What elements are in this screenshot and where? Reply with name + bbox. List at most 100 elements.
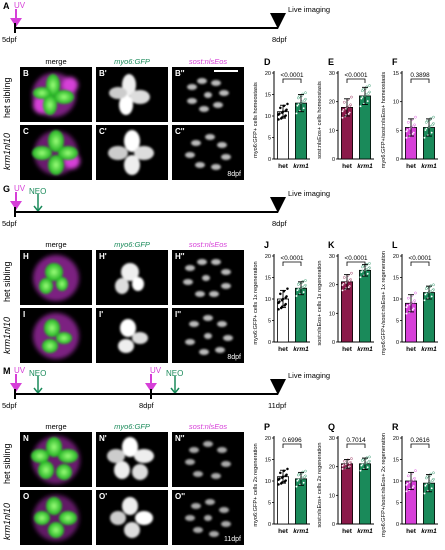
timeline-tick xyxy=(14,23,16,33)
chart-tick-label: 5 xyxy=(268,501,271,507)
chart-point xyxy=(277,113,280,116)
chart-point xyxy=(367,92,370,95)
chart-bar xyxy=(359,269,371,343)
col-header-merge: merge xyxy=(45,422,67,431)
start-day-label: 5dpf xyxy=(2,35,17,44)
micro-eos: N'' xyxy=(172,432,244,487)
chart-category-label: het xyxy=(278,346,289,353)
panel-label: N xyxy=(23,434,29,443)
chart-panel-label: Q xyxy=(328,422,335,432)
chart-category-label: krm1 xyxy=(293,163,309,170)
chart-point xyxy=(296,479,299,483)
chart-significance-bracket xyxy=(282,261,302,266)
chart-significance-bracket xyxy=(346,261,366,266)
chart-ylabel: myo6:GFP+/sost:nlsEos+ 2x regeneration xyxy=(381,433,387,537)
micro-merge: H xyxy=(20,250,92,305)
chart-tick-label: 0 xyxy=(396,340,399,346)
live-imaging-arrow-icon xyxy=(270,197,286,213)
chart-tick-label: 20 xyxy=(329,465,335,471)
uv-arrow-icon xyxy=(10,9,22,27)
chart-point xyxy=(360,270,363,274)
chart-point xyxy=(359,104,362,108)
timeline-tick xyxy=(150,389,152,399)
col-header-gfp: myo6:GFP xyxy=(114,240,150,249)
chart-category-label: krm1 xyxy=(421,346,437,353)
chart-point xyxy=(368,84,371,87)
chart-point xyxy=(407,474,410,478)
chart-pvalue: 0.7014 xyxy=(346,437,366,444)
chart-point xyxy=(412,124,415,128)
chart-tick-label: 0 xyxy=(396,522,399,528)
live-imaging-arrow-icon xyxy=(270,379,286,395)
micro-eos: O'' 11dpf xyxy=(172,490,244,545)
panel-label: I xyxy=(23,310,26,319)
neo-label: NEO xyxy=(29,187,47,196)
micro-merge: O xyxy=(20,490,92,545)
panel-label: N' xyxy=(99,434,107,443)
chart-category-label: het xyxy=(342,528,353,535)
chart-ylabel: sost:nlsEos+ cells 1x regeneration xyxy=(317,260,323,345)
micro-merge: C xyxy=(20,125,92,180)
chart-point xyxy=(283,304,287,307)
chart-category-label: het xyxy=(406,346,417,353)
chart-point xyxy=(284,474,287,478)
panel-label-m: M xyxy=(3,366,11,376)
chart-point xyxy=(423,298,426,302)
chart-point xyxy=(347,285,351,289)
timeline-tick xyxy=(14,389,16,399)
chart-point xyxy=(425,476,428,480)
row-label-het: het sibling xyxy=(2,77,12,118)
chart-point xyxy=(366,465,369,469)
micro-eos: C'' 8dpf xyxy=(172,125,244,180)
chart-point xyxy=(295,485,298,488)
chart-tick-label: 15 xyxy=(393,71,399,77)
chart-tick-label: 0 xyxy=(268,340,271,346)
chart-tick-label: 0 xyxy=(332,522,335,528)
chart-tick-label: 15 xyxy=(265,276,271,282)
chart-tick-label: 0 xyxy=(332,340,335,346)
chart-point xyxy=(348,461,351,465)
chart-category-label: krm1 xyxy=(357,528,373,535)
chart-pvalue: 0.6996 xyxy=(282,437,302,444)
chart-point xyxy=(297,473,300,477)
col-header-eos: sost:nlsEos xyxy=(188,240,228,249)
panel-label: C' xyxy=(99,127,107,136)
chart-tick-label: 20 xyxy=(265,254,271,260)
chart-point xyxy=(279,292,282,296)
micro-merge: N xyxy=(20,432,92,487)
chart-tick-label: 5 xyxy=(396,128,399,134)
chart-point xyxy=(348,279,351,283)
chart-point xyxy=(368,455,371,459)
row-label-het: het sibling xyxy=(2,261,12,302)
chart-tick-label: 0 xyxy=(396,157,399,163)
timeline-bar xyxy=(14,27,278,29)
chart-tick-label: 15 xyxy=(265,93,271,99)
chart-tick-label: 10 xyxy=(265,297,271,303)
chart-category-label: het xyxy=(406,163,417,170)
chart-point xyxy=(360,97,363,100)
chart-tick-label: 5 xyxy=(396,319,399,325)
chart-point xyxy=(424,128,427,132)
start-day-label: 5dpf xyxy=(2,401,17,410)
chart-point xyxy=(277,301,280,305)
row-label-krm1: krm1nl10 xyxy=(2,316,12,354)
panel-label: O' xyxy=(99,492,108,501)
col-header-eos: sost:nlsEos xyxy=(188,422,228,431)
chart-category-label: het xyxy=(342,346,353,353)
uv-arrow-icon xyxy=(10,192,22,210)
chart-point xyxy=(405,490,408,493)
chart-tick-label: 20 xyxy=(265,71,271,77)
chart-tick-label: 0 xyxy=(268,157,271,163)
chart-point xyxy=(405,483,408,487)
end-day-label: 11dpf xyxy=(268,401,287,410)
chart-significance-bracket xyxy=(410,443,430,448)
chart-point xyxy=(411,132,415,136)
chart-point xyxy=(350,457,353,460)
chart-point xyxy=(361,89,364,93)
chart-bar xyxy=(359,463,371,525)
end-day-label: 8dpf xyxy=(272,35,287,44)
